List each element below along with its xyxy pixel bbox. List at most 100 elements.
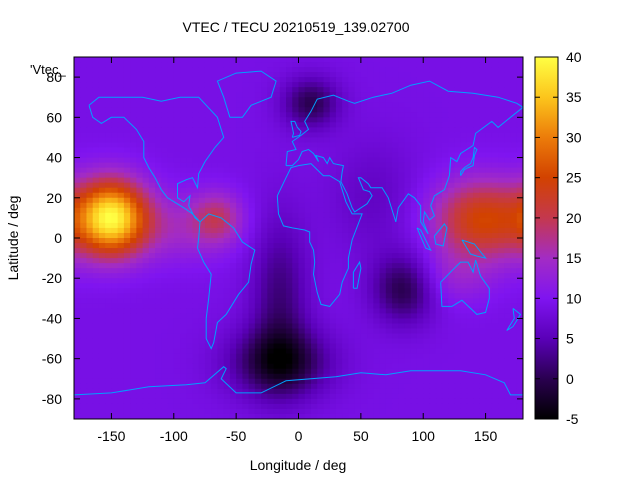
heat-cell (348, 227, 356, 234)
heat-cell (161, 398, 169, 405)
heat-cell (286, 102, 293, 108)
heat-cell (223, 202, 231, 209)
heat-cell (498, 72, 505, 78)
heat-cell (161, 283, 169, 289)
heat-cell (279, 383, 287, 390)
heat-cell (448, 348, 456, 355)
heat-cell (229, 238, 237, 244)
heat-cell (479, 333, 487, 340)
heat-cell (92, 62, 100, 68)
heat-cell (74, 313, 81, 320)
heat-cell (167, 288, 175, 294)
heat-cell (142, 378, 150, 385)
heat-cell (354, 57, 362, 63)
heat-cell (80, 232, 88, 239)
heat-cell (111, 383, 119, 390)
heat-cell (392, 298, 399, 304)
heat-cell (329, 238, 337, 244)
heat-cell (142, 238, 150, 244)
heat-cell (98, 182, 106, 189)
heat-cell (485, 313, 493, 320)
heat-cell (148, 248, 156, 254)
heat-cell (435, 67, 443, 73)
heat-cell (217, 147, 225, 154)
heat-cell (148, 403, 156, 410)
heat-cell (504, 288, 512, 294)
heat-cell (367, 288, 374, 294)
heat-cell (504, 353, 512, 360)
heat-cell (186, 112, 194, 118)
heat-cell (148, 82, 156, 88)
heat-cell (498, 288, 505, 294)
heat-cell (423, 318, 431, 325)
heat-cell (498, 393, 505, 400)
heat-cell (167, 72, 175, 78)
heat-cell (192, 373, 200, 380)
heat-cell (117, 67, 125, 73)
heat-cell (192, 192, 200, 199)
heat-cell (516, 152, 523, 159)
heat-cell (248, 227, 256, 234)
heat-cell (223, 67, 231, 73)
heat-cell (123, 388, 131, 395)
heat-cell (155, 167, 162, 174)
heat-cell (136, 157, 144, 164)
heat-cell (429, 258, 437, 264)
heat-cell (373, 197, 381, 204)
heat-cell (173, 212, 181, 219)
heat-cell (229, 147, 237, 154)
heat-cell (473, 373, 480, 380)
heat-cell (323, 57, 331, 63)
heat-cell (223, 142, 231, 149)
heat-cell (161, 323, 169, 330)
heat-cell (198, 298, 206, 304)
heat-cell (416, 333, 424, 340)
heat-cell (155, 403, 162, 410)
heat-cell (423, 77, 431, 83)
heat-cell (155, 253, 162, 259)
heat-cell (142, 263, 150, 269)
heat-cell (148, 373, 156, 380)
heat-cell (198, 157, 206, 164)
heat-cell (373, 293, 381, 299)
heat-cell (398, 152, 406, 159)
heat-cell (242, 243, 250, 249)
heat-cell (198, 232, 206, 239)
heat-cell (80, 57, 88, 63)
heat-cell (130, 102, 137, 108)
heat-cell (173, 293, 181, 299)
heat-cell (148, 142, 156, 149)
heat-cell (435, 298, 443, 304)
heat-cell (86, 283, 94, 289)
heat-cell (292, 238, 300, 244)
heat-cell (335, 187, 343, 194)
heat-cell (410, 348, 418, 355)
heat-cell (360, 278, 368, 284)
heat-cell (329, 117, 337, 123)
heat-cell (74, 393, 81, 400)
heat-cell (304, 238, 312, 244)
heat-cell (423, 167, 431, 174)
heat-cell (310, 67, 318, 73)
heat-cell (485, 97, 493, 103)
heat-cell (454, 97, 462, 103)
heat-cell (454, 393, 462, 400)
heat-cell (448, 217, 456, 224)
heat-cell (460, 258, 468, 264)
heat-cell (167, 303, 175, 309)
heat-cell (348, 122, 356, 128)
heat-cell (435, 77, 443, 83)
heat-cell (354, 212, 362, 219)
heat-cell (173, 313, 181, 320)
heat-cell (454, 177, 462, 184)
heat-cell (279, 398, 287, 405)
heat-cell (248, 212, 256, 219)
heat-cell (473, 232, 480, 239)
heat-cell (360, 298, 368, 304)
heat-cell (223, 298, 231, 304)
heat-cell (292, 167, 300, 174)
heat-cell (373, 177, 381, 184)
heat-cell (180, 283, 187, 289)
heat-cell (80, 177, 88, 184)
heat-cell (217, 107, 225, 113)
